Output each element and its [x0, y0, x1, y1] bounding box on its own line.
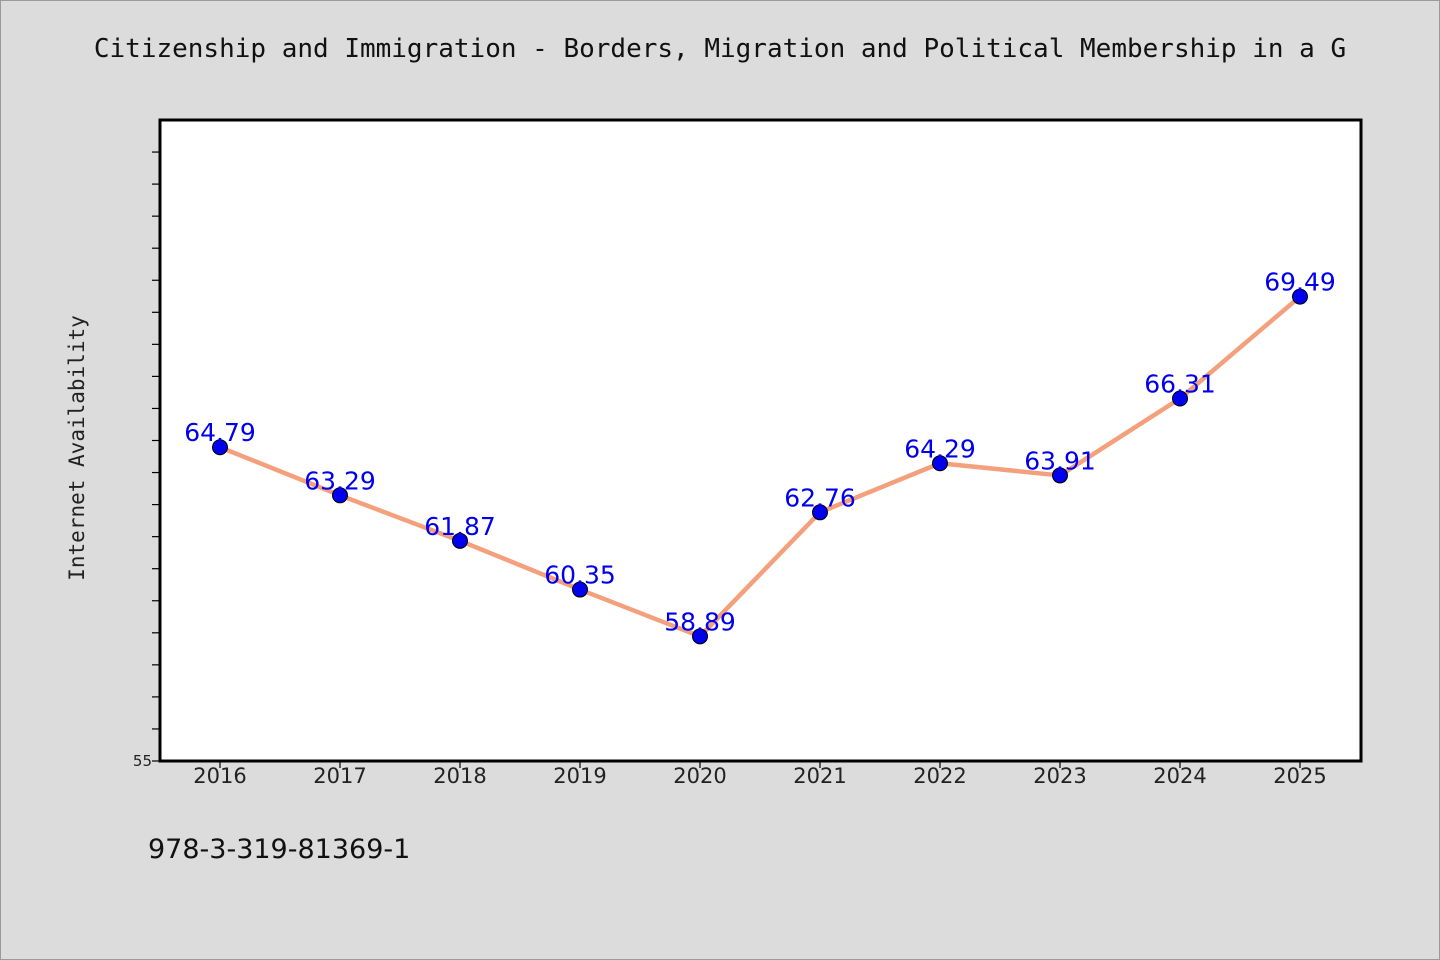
x-tick-label: 2017: [313, 764, 366, 788]
chart-title: Citizenship and Immigration - Borders, M…: [93, 34, 1347, 64]
data-label: 69.49: [1264, 268, 1336, 297]
x-tick-label: 2018: [433, 764, 486, 788]
data-point: [692, 628, 708, 645]
data-point: [452, 532, 468, 549]
isbn-footer: 978-3-319-81369-1: [148, 834, 411, 865]
x-tick-label: 2021: [793, 764, 846, 788]
data-label: 64.79: [184, 418, 256, 447]
x-tick-label: 2025: [1273, 764, 1326, 788]
data-point: [932, 455, 948, 472]
x-tick-label: 2023: [1033, 764, 1086, 788]
series-line: [217, 294, 1303, 639]
x-tick-label: 2022: [913, 764, 966, 788]
data-label: 62.76: [784, 483, 856, 512]
data-point: [1052, 467, 1068, 484]
data-point: [212, 439, 228, 456]
data-label: 63.91: [1024, 446, 1096, 475]
x-tick-label: 2024: [1153, 764, 1206, 788]
x-tick-label: 2016: [193, 764, 246, 788]
plot-area: [158, 118, 1363, 763]
x-tick-label: 2019: [553, 764, 606, 788]
data-label: 60.35: [544, 561, 616, 590]
data-point: [1292, 288, 1308, 305]
x-tick-label: 2020: [673, 764, 726, 788]
data-point: [332, 487, 348, 504]
data-point: [572, 581, 588, 598]
data-label: 64.29: [904, 434, 976, 463]
data-point: [1172, 390, 1188, 407]
data-point: [812, 504, 828, 521]
data-label: 61.87: [424, 512, 496, 541]
y-tick-label: 55: [133, 752, 152, 770]
data-label: 66.31: [1144, 370, 1216, 399]
data-label: 63.29: [304, 466, 376, 495]
data-label: 58.89: [664, 607, 736, 636]
